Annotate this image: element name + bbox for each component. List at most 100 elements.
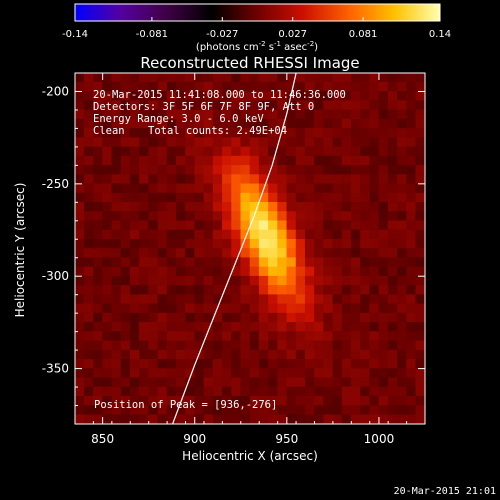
image-pixel	[406, 146, 417, 157]
image-pixel	[295, 137, 306, 148]
image-pixel	[424, 395, 425, 406]
image-pixel	[314, 377, 324, 388]
image-pixel	[102, 322, 113, 332]
image-pixel	[222, 312, 232, 323]
image-pixel	[424, 155, 425, 166]
image-pixel	[120, 174, 131, 185]
image-pixel	[295, 395, 306, 406]
image-pixel	[314, 100, 324, 111]
image-pixel	[120, 211, 131, 222]
image-pixel	[157, 294, 168, 305]
image-pixel	[304, 275, 315, 286]
image-pixel	[148, 312, 159, 323]
image-pixel	[157, 266, 168, 277]
image-pixel	[295, 229, 306, 240]
image-pixel	[129, 322, 140, 332]
image-pixel	[378, 340, 389, 351]
image-pixel	[424, 73, 425, 83]
image-pixel	[277, 128, 288, 138]
image-pixel	[314, 128, 324, 138]
image-pixel	[341, 128, 352, 138]
image-pixel	[212, 137, 223, 148]
image-pixel	[75, 377, 85, 388]
image-pixel	[129, 340, 140, 351]
image-pixel	[176, 340, 186, 351]
image-pixel	[304, 174, 315, 185]
image-pixel	[83, 386, 94, 397]
image-pixel	[397, 91, 407, 102]
image-pixel	[176, 146, 186, 157]
image-pixel	[378, 202, 389, 212]
image-pixel	[139, 229, 149, 240]
image-pixel	[185, 322, 196, 332]
image-pixel	[314, 220, 324, 231]
image-pixel	[332, 238, 343, 249]
image-pixel	[397, 423, 407, 424]
image-pixel	[83, 275, 94, 286]
image-pixel	[268, 275, 278, 286]
image-pixel	[304, 229, 315, 240]
image-pixel	[120, 423, 131, 424]
image-pixel	[139, 165, 149, 175]
image-pixel	[203, 81, 214, 92]
image-pixel	[406, 303, 417, 314]
image-pixel	[222, 202, 232, 212]
image-pixel	[397, 257, 407, 268]
image-pixel	[341, 386, 352, 397]
image-pixel	[332, 322, 343, 332]
image-pixel	[304, 73, 315, 83]
image-pixel	[139, 192, 149, 203]
image-pixel	[304, 395, 315, 406]
image-pixel	[222, 118, 232, 129]
image-pixel	[258, 322, 269, 332]
image-pixel	[323, 266, 334, 277]
image-pixel	[129, 229, 140, 240]
image-pixel	[424, 312, 425, 323]
image-pixel	[129, 118, 140, 129]
image-pixel	[268, 73, 278, 83]
image-pixel	[222, 183, 232, 194]
image-pixel	[304, 349, 315, 360]
image-pixel	[148, 155, 159, 166]
image-pixel	[212, 146, 223, 157]
image-pixel	[194, 303, 205, 314]
image-pixel	[323, 359, 334, 369]
image-pixel	[314, 340, 324, 351]
image-pixel	[286, 91, 297, 102]
annotation-counts: Total counts: 2.49E+04	[148, 125, 287, 137]
image-pixel	[83, 395, 94, 406]
image-pixel	[378, 303, 389, 314]
image-pixel	[176, 91, 186, 102]
image-pixel	[268, 331, 278, 342]
image-pixel	[341, 81, 352, 92]
image-pixel	[277, 174, 288, 185]
image-pixel	[185, 109, 196, 120]
image-pixel	[120, 275, 131, 286]
image-pixel	[286, 266, 297, 277]
image-pixel	[185, 91, 196, 102]
image-pixel	[231, 174, 242, 185]
image-pixel	[258, 211, 269, 222]
image-pixel	[304, 128, 315, 138]
image-pixel	[286, 386, 297, 397]
image-pixel	[75, 257, 85, 268]
image-pixel	[203, 248, 214, 259]
image-pixel	[258, 192, 269, 203]
image-pixel	[194, 174, 205, 185]
image-pixel	[286, 183, 297, 194]
y-tick-label: -200	[42, 84, 69, 98]
image-pixel	[323, 340, 334, 351]
image-pixel	[424, 146, 425, 157]
image-pixel	[240, 118, 251, 129]
image-pixel	[222, 414, 232, 424]
image-pixel	[323, 174, 334, 185]
image-pixel	[369, 322, 380, 332]
image-pixel	[295, 155, 306, 166]
image-pixel	[360, 91, 371, 102]
image-pixel	[387, 405, 398, 416]
image-pixel	[258, 368, 269, 379]
image-pixel	[194, 386, 205, 397]
x-tick-label: 950	[275, 432, 298, 446]
image-pixel	[397, 229, 407, 240]
image-pixel	[83, 405, 94, 416]
